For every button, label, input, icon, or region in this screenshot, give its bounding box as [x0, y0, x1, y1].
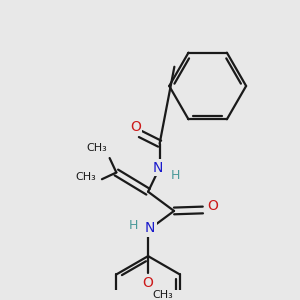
- Text: O: O: [130, 120, 141, 134]
- Text: CH₃: CH₃: [87, 143, 107, 154]
- Text: N: N: [152, 161, 163, 175]
- Text: H: H: [129, 219, 138, 232]
- Text: CH₃: CH₃: [152, 290, 173, 300]
- Text: CH₃: CH₃: [75, 172, 96, 182]
- Text: N: N: [145, 221, 155, 235]
- Text: H: H: [170, 169, 180, 182]
- Text: O: O: [142, 276, 154, 290]
- Text: O: O: [207, 199, 218, 213]
